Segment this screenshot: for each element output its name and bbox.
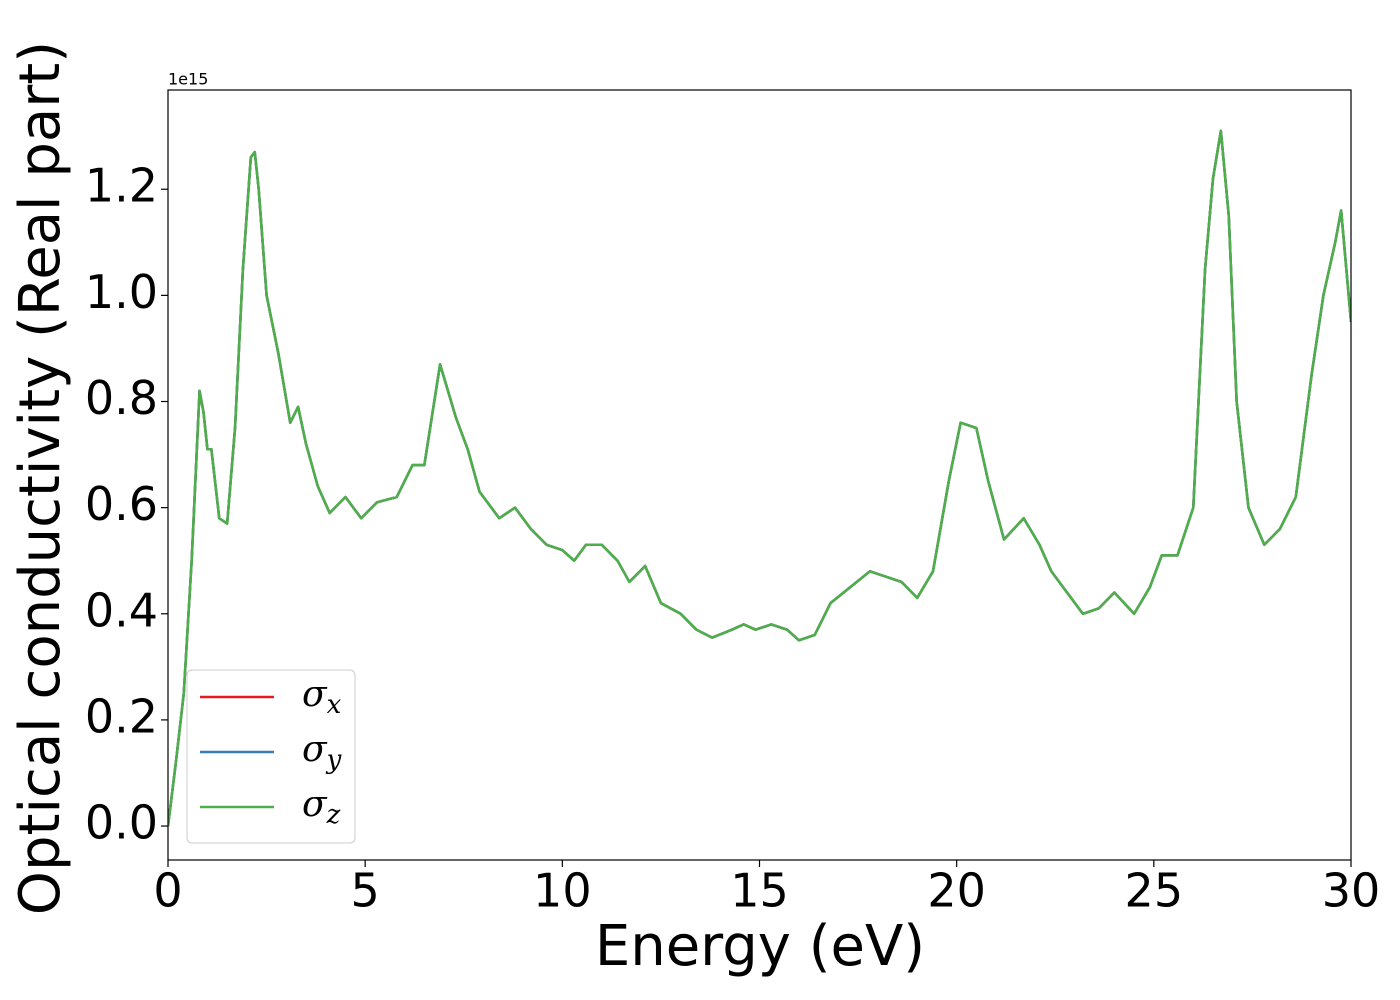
legend-label: σz xyxy=(302,784,341,830)
y-tick-label: 1.2 xyxy=(85,159,158,213)
legend-label: σy xyxy=(302,729,342,775)
x-tick-label: 20 xyxy=(927,864,986,918)
y-tick-label: 0.4 xyxy=(85,583,158,637)
plot-lines xyxy=(168,129,1351,827)
y-tick-label: 1.0 xyxy=(85,265,158,319)
x-tick-label: 15 xyxy=(730,864,789,918)
x-tick-label: 10 xyxy=(533,864,592,918)
y-offset-label: 1e15 xyxy=(168,70,208,89)
legend-label: σx xyxy=(302,674,342,720)
x-tick-label: 0 xyxy=(153,864,182,918)
plot-frame xyxy=(167,89,1352,861)
x-tick-label: 5 xyxy=(351,864,380,918)
x-tick-label: 25 xyxy=(1125,864,1184,918)
x-axis-label: Energy (eV) xyxy=(595,914,925,979)
legend-box xyxy=(186,669,356,844)
y-axis-label: Optical conductivity (Real part) xyxy=(8,41,73,915)
x-tick-label: 30 xyxy=(1322,864,1381,918)
y-tick-label: 0.6 xyxy=(85,477,158,531)
y-tick-label: 0.8 xyxy=(85,371,158,425)
y-tick-label: 0.0 xyxy=(85,796,158,850)
line-series xyxy=(168,129,1351,827)
y-tick-label: 0.2 xyxy=(85,689,158,743)
